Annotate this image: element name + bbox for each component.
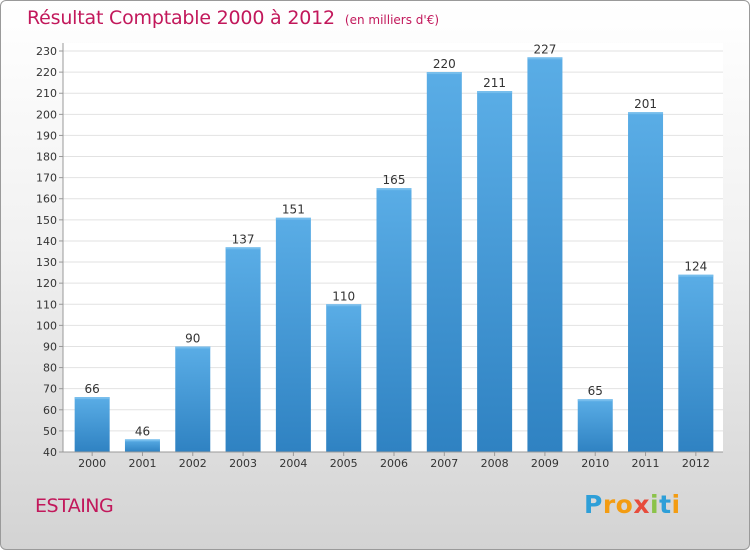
y-tick-label: 190	[36, 129, 57, 142]
bar-2003	[225, 247, 261, 452]
y-tick-label: 60	[43, 404, 57, 417]
y-tick-label: 230	[36, 45, 57, 58]
x-tick-label: 2011	[632, 457, 660, 470]
bar-2005	[326, 304, 362, 452]
x-tick-label: 2005	[330, 457, 358, 470]
bar-2006	[376, 188, 412, 452]
commune-name: ESTAING	[35, 495, 114, 517]
x-axis: 2000 2001 2002 2003 2004 2005 2006 2007 2008 2009…	[63, 451, 723, 470]
bar-value-label: 227	[533, 42, 556, 56]
bar-highlight	[175, 346, 211, 349]
title-main: Résultat Comptable 2000 à 2012	[27, 7, 335, 29]
logo-letter: o	[615, 490, 634, 519]
bar-highlight	[426, 72, 462, 75]
x-tick-label: 2007	[430, 457, 458, 470]
y-tick-label: 110	[36, 298, 57, 311]
logo-letter: P	[584, 490, 603, 519]
x-tick-label: 2003	[229, 457, 257, 470]
bar-highlight	[124, 439, 160, 442]
y-tick-label: 130	[36, 256, 57, 269]
bar-2009	[527, 57, 563, 453]
logo-letter: t	[659, 490, 672, 519]
bars	[74, 57, 714, 453]
y-tick-label: 120	[36, 277, 57, 290]
x-tick-label: 2001	[128, 457, 156, 470]
bar-value-label: 151	[282, 203, 305, 217]
bar-value-label: 66	[85, 382, 100, 396]
bar-highlight	[527, 57, 563, 60]
bar-value-label: 110	[332, 289, 355, 303]
y-tick-label: 50	[43, 425, 57, 438]
title-unit: (en milliers d'€)	[344, 13, 440, 27]
bar-highlight	[74, 397, 110, 400]
bar-highlight	[225, 247, 261, 250]
bar-2000	[74, 397, 110, 452]
logo-letter: x	[633, 490, 650, 519]
y-tick-label: 40	[43, 446, 57, 459]
bar-2001	[124, 439, 160, 452]
y-tick-label: 160	[36, 193, 57, 206]
logo-letter: i	[671, 490, 681, 519]
bar-value-label: 201	[634, 97, 657, 111]
y-tick-label: 180	[36, 151, 57, 164]
x-tick-label: 2010	[581, 457, 609, 470]
x-tick-label: 2000	[78, 457, 106, 470]
bar-2004	[275, 217, 311, 452]
bar-value-label: 137	[232, 232, 255, 246]
logo-letter: i	[650, 490, 660, 519]
bar-2007	[426, 72, 462, 453]
bar-value-label: 165	[383, 173, 406, 187]
bar-value-label: 211	[483, 76, 506, 90]
y-axis: 40 50 60 70 80 90 100 110 120 130 140 150 160 170 180 1…	[36, 43, 64, 459]
bar-value-label: 65	[588, 384, 603, 398]
y-tick-label: 90	[43, 340, 57, 353]
bar-2002	[175, 346, 211, 452]
x-tick-label: 2006	[380, 457, 408, 470]
y-tick-label: 70	[43, 383, 57, 396]
bar-value-label: 46	[135, 424, 150, 438]
bar-value-labels: 66 46 90 137 151 110 165 220 211 227 65 201 124	[85, 42, 708, 438]
y-tick-label: 100	[36, 319, 57, 332]
y-tick-label: 150	[36, 214, 57, 227]
chart-title: Résultat Comptable 2000 à 2012 (en millie…	[27, 7, 439, 29]
bar-highlight	[477, 91, 513, 94]
bar-2010	[577, 399, 613, 452]
bar-highlight	[376, 188, 412, 191]
x-tick-label: 2009	[531, 457, 559, 470]
x-tick-label: 2004	[279, 457, 307, 470]
y-tick-label: 170	[36, 172, 57, 185]
bar-2011	[628, 112, 664, 452]
logo-letter: r	[602, 490, 616, 519]
x-tick-label: 2008	[481, 457, 509, 470]
bar-highlight	[628, 112, 664, 115]
y-tick-label: 80	[43, 362, 57, 375]
y-tick-label: 200	[36, 108, 57, 121]
x-tick-label: 2012	[682, 457, 710, 470]
bar-highlight	[275, 217, 311, 220]
bar-value-label: 220	[433, 57, 456, 71]
bar-2008	[477, 91, 513, 452]
bar-2012	[678, 274, 714, 452]
y-tick-label: 210	[36, 87, 57, 100]
proxiti-logo[interactable]: Proxiti	[584, 490, 681, 519]
bar-value-label: 90	[185, 331, 200, 345]
bar-highlight	[326, 304, 362, 307]
y-tick-label: 140	[36, 235, 57, 248]
bar-highlight	[577, 399, 613, 402]
y-tick-label: 220	[36, 66, 57, 79]
x-tick-label: 2002	[179, 457, 207, 470]
bar-highlight	[678, 274, 714, 277]
bar-value-label: 124	[684, 260, 707, 274]
